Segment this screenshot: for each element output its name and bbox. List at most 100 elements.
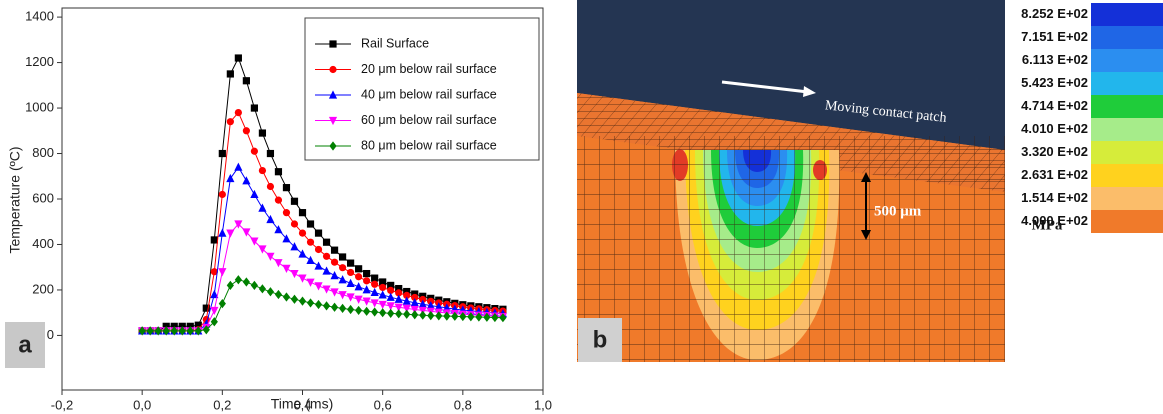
point bbox=[243, 277, 250, 286]
point bbox=[219, 150, 226, 157]
legend-label: 80 μm below rail surface bbox=[361, 138, 497, 152]
point bbox=[323, 239, 330, 246]
legend-label: 7.151 E+02 bbox=[1021, 29, 1088, 44]
x-tick-label: 0,4 bbox=[293, 397, 311, 412]
point bbox=[267, 287, 274, 296]
point bbox=[299, 209, 306, 216]
figure: Moving contact patch 500 μm b MPa a Temp… bbox=[0, 0, 1163, 414]
y-tick-label: 800 bbox=[32, 145, 54, 160]
point bbox=[227, 281, 234, 290]
point bbox=[291, 295, 298, 304]
legend-label: 40 μm below rail surface bbox=[361, 87, 497, 101]
legend-swatch bbox=[1091, 118, 1163, 141]
legend-label: 4.714 E+02 bbox=[1021, 98, 1088, 113]
point bbox=[251, 148, 258, 155]
point bbox=[210, 307, 218, 315]
point bbox=[339, 264, 346, 271]
x-tick-label: -0,2 bbox=[51, 397, 73, 412]
point bbox=[331, 259, 338, 266]
panel-label: a bbox=[18, 331, 32, 358]
point bbox=[314, 261, 322, 269]
x-tick-label: 0,0 bbox=[133, 397, 151, 412]
point bbox=[275, 290, 282, 299]
legend-label: 20 μm below rail surface bbox=[361, 62, 497, 76]
point bbox=[219, 191, 226, 198]
point bbox=[291, 198, 298, 205]
point bbox=[283, 209, 290, 216]
point bbox=[267, 183, 274, 190]
point bbox=[250, 190, 258, 198]
scale-bar-label: 500 μm bbox=[874, 203, 922, 219]
point bbox=[283, 292, 290, 301]
point bbox=[211, 317, 218, 326]
point bbox=[338, 275, 346, 283]
point bbox=[403, 310, 410, 319]
legend-label: 8.252 E+02 bbox=[1021, 6, 1088, 21]
point bbox=[395, 309, 402, 318]
point bbox=[283, 184, 290, 191]
point bbox=[307, 239, 314, 246]
point bbox=[347, 305, 354, 314]
point bbox=[323, 301, 330, 310]
point bbox=[363, 307, 370, 316]
point bbox=[291, 220, 298, 227]
point bbox=[315, 230, 322, 237]
point bbox=[235, 275, 242, 284]
point bbox=[227, 70, 234, 77]
point bbox=[315, 246, 322, 253]
point bbox=[243, 77, 250, 84]
point bbox=[251, 104, 258, 111]
point bbox=[235, 54, 242, 61]
point bbox=[371, 275, 378, 282]
y-tick-label: 0 bbox=[47, 327, 54, 342]
point bbox=[306, 256, 314, 264]
point bbox=[347, 279, 355, 287]
point bbox=[259, 129, 266, 136]
point bbox=[299, 230, 306, 237]
y-axis-title: Temperature (ºC) bbox=[7, 146, 23, 253]
point bbox=[258, 245, 266, 253]
point bbox=[234, 163, 242, 171]
point bbox=[274, 259, 282, 267]
legend-swatch bbox=[1091, 72, 1163, 95]
point bbox=[322, 266, 330, 274]
legend-label: Rail Surface bbox=[361, 36, 429, 50]
y-tick-label: 400 bbox=[32, 236, 54, 251]
point bbox=[347, 269, 354, 276]
legend-label: 4.010 E+02 bbox=[1021, 121, 1088, 136]
point bbox=[259, 167, 266, 174]
point bbox=[243, 127, 250, 134]
point bbox=[226, 230, 234, 238]
x-tick-label: 0,2 bbox=[213, 397, 231, 412]
point bbox=[355, 273, 362, 280]
legend-label: 5.423 E+02 bbox=[1021, 75, 1088, 90]
point bbox=[331, 247, 338, 254]
legend-swatch bbox=[1091, 95, 1163, 118]
point bbox=[307, 220, 314, 227]
point bbox=[314, 282, 322, 290]
point bbox=[259, 284, 266, 293]
point bbox=[347, 260, 354, 267]
point bbox=[267, 150, 274, 157]
point bbox=[355, 265, 362, 272]
point bbox=[363, 277, 370, 284]
point bbox=[266, 253, 274, 261]
point bbox=[329, 66, 336, 73]
point bbox=[219, 299, 226, 308]
point bbox=[371, 281, 378, 288]
point bbox=[419, 311, 426, 320]
point bbox=[371, 307, 378, 316]
point bbox=[363, 270, 370, 277]
y-tick-label: 600 bbox=[32, 190, 54, 205]
legend-swatch bbox=[1091, 164, 1163, 187]
point bbox=[235, 109, 242, 116]
legend-label: 3.320 E+02 bbox=[1021, 144, 1088, 159]
panel-label: b bbox=[593, 326, 608, 353]
point bbox=[379, 308, 386, 317]
x-tick-label: 0,8 bbox=[454, 397, 472, 412]
point bbox=[275, 197, 282, 204]
x-tick-label: 1,0 bbox=[534, 397, 552, 412]
point bbox=[411, 310, 418, 319]
point bbox=[355, 306, 362, 315]
legend-swatch bbox=[1091, 210, 1163, 233]
